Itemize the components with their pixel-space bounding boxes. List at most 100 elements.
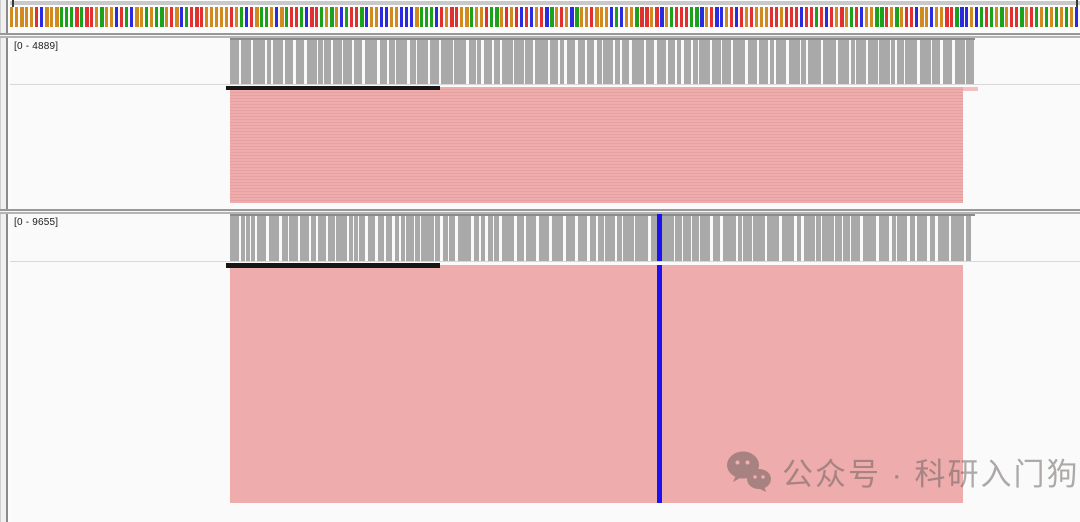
coverage-bar: [700, 214, 710, 261]
base-bar: [360, 7, 364, 27]
coverage-track-2[interactable]: [0 - 9655]: [10, 214, 1080, 261]
coverage-bar: [488, 214, 493, 261]
base-bar: [505, 7, 508, 27]
coverage-bar: [430, 38, 439, 85]
base-bar: [275, 7, 278, 27]
base-bar: [335, 7, 338, 27]
coverage-bar: [454, 38, 466, 85]
read-pileup-1[interactable]: [230, 87, 963, 203]
coverage-bar: [905, 38, 917, 85]
coverage-bar: [699, 38, 710, 85]
dark-read-row-2[interactable]: [226, 263, 440, 268]
coverage-bar: [603, 38, 613, 85]
coverage-bar: [808, 38, 821, 85]
base-bar: [665, 7, 668, 27]
coverage-bar: [396, 38, 407, 85]
coverage-bar: [920, 38, 931, 85]
coverage-bar: [359, 214, 365, 261]
coverage-bar: [838, 38, 849, 85]
coverage-bar: [328, 214, 335, 261]
base-bar: [235, 7, 238, 27]
base-bar: [1025, 7, 1028, 27]
coverage-bar: [368, 214, 375, 261]
base-bar: [215, 7, 218, 27]
coverage-bar: [598, 214, 604, 261]
base-bar: [385, 7, 388, 27]
coverage-bar: [930, 214, 935, 261]
base-bar: [355, 7, 358, 27]
locus-ruler[interactable]: [10, 0, 1080, 7]
base-bar: [1040, 7, 1043, 27]
base-bar: [580, 7, 583, 27]
dark-read-row-1[interactable]: [226, 86, 440, 90]
coverage-bar: [597, 38, 602, 85]
base-bar: [295, 7, 298, 27]
coverage-bar: [241, 214, 245, 261]
base-bar: [265, 7, 268, 27]
base-bar: [1050, 7, 1053, 27]
base-bar: [475, 7, 478, 27]
coverage-bar: [525, 38, 533, 85]
panel-divider: [0, 209, 1080, 214]
base-bar: [425, 7, 428, 27]
base-bar: [65, 7, 68, 27]
coverage-bar: [891, 38, 895, 85]
coverage-bar: [856, 38, 866, 85]
base-bar: [560, 7, 563, 27]
base-bar: [685, 7, 688, 27]
coverage-bar: [389, 38, 395, 85]
alignment-track-1[interactable]: [10, 85, 1080, 209]
base-bar: [715, 7, 719, 27]
base-bar: [155, 7, 158, 27]
coverage-bar: [435, 214, 440, 261]
base-bar: [610, 7, 613, 27]
base-bar: [910, 7, 913, 27]
base-bar: [840, 7, 844, 27]
base-bar: [495, 7, 499, 27]
coverage-bar: [661, 214, 674, 261]
coverage-bar: [675, 214, 682, 261]
base-bar: [785, 7, 788, 27]
base-bar: [800, 7, 803, 27]
alignment-track-2[interactable]: [10, 262, 1080, 522]
variant-read-column[interactable]: [657, 265, 662, 503]
base-bar: [700, 7, 704, 27]
base-bar: [635, 7, 639, 27]
coverage-bar: [494, 214, 499, 261]
coverage-bar: [748, 38, 757, 85]
coverage-bar: [567, 38, 575, 85]
base-bar: [515, 7, 518, 27]
base-bar: [395, 7, 398, 27]
coverage-bar: [677, 38, 681, 85]
base-bar: [890, 7, 893, 27]
base-bar: [850, 7, 853, 27]
variant-coverage-highlight[interactable]: [657, 214, 662, 261]
base-bar: [995, 7, 998, 27]
coverage-bar: [517, 214, 524, 261]
base-bar: [880, 7, 884, 27]
base-bar: [225, 7, 228, 27]
coverage-bar: [354, 38, 362, 85]
base-bar: [1075, 7, 1078, 27]
base-bar: [135, 7, 139, 27]
coverage-track-1[interactable]: [0 - 4889]: [10, 38, 1080, 85]
base-bar: [670, 7, 673, 27]
coverage-bar: [267, 38, 271, 85]
base-bar: [550, 7, 554, 27]
base-bar: [415, 7, 419, 27]
base-bar: [35, 7, 38, 27]
coverage-bar: [449, 214, 455, 261]
base-bar: [45, 7, 49, 27]
base-bar: [655, 7, 659, 27]
sequence-track[interactable]: [10, 7, 1080, 27]
base-bar: [825, 7, 828, 27]
base-bar: [705, 7, 708, 27]
coverage-bar: [797, 214, 801, 261]
base-bar: [730, 7, 733, 27]
coverage-bar: [406, 214, 414, 261]
coverage-bar: [318, 214, 326, 261]
read-pileup-2[interactable]: [230, 265, 963, 503]
coverage-bar: [380, 38, 387, 85]
read-pileup-tail: [963, 87, 978, 91]
coverage-bar: [767, 214, 779, 261]
